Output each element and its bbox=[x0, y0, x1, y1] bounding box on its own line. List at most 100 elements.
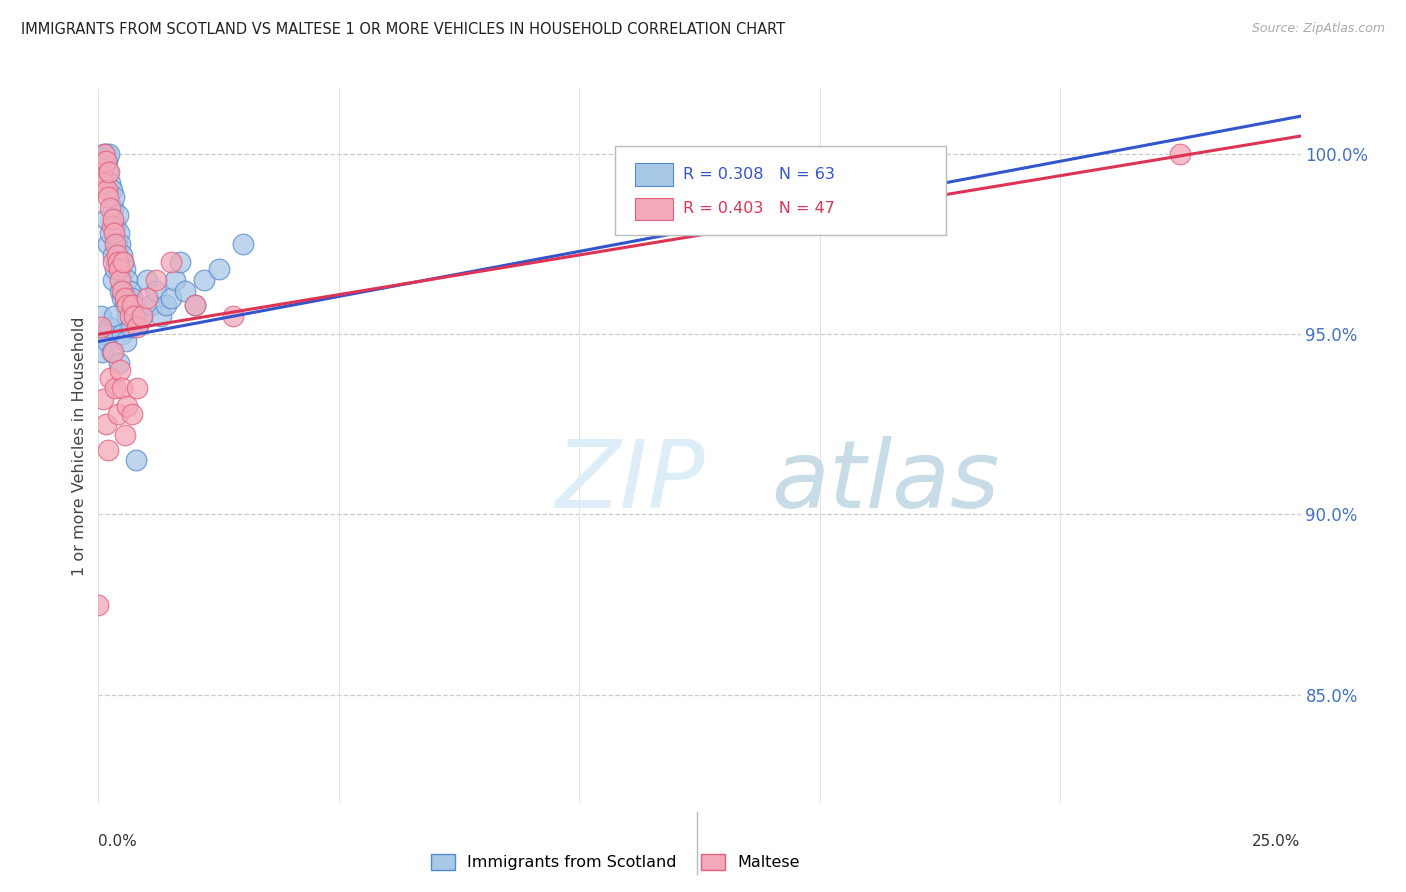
Point bbox=[125, 453, 148, 467]
Point bbox=[159, 255, 181, 269]
Text: Source: ZipAtlas.com: Source: ZipAtlas.com bbox=[1251, 22, 1385, 36]
Point bbox=[145, 273, 167, 287]
Point bbox=[101, 183, 124, 197]
Point bbox=[103, 310, 125, 324]
Point bbox=[101, 201, 124, 215]
Point bbox=[107, 262, 129, 277]
Point bbox=[105, 248, 128, 262]
Point bbox=[131, 310, 153, 324]
Point bbox=[107, 407, 129, 421]
Point bbox=[111, 248, 134, 262]
Point bbox=[114, 291, 136, 305]
Point bbox=[104, 381, 127, 395]
Point bbox=[98, 147, 121, 161]
Point bbox=[91, 165, 114, 179]
Point bbox=[96, 183, 118, 197]
Point bbox=[101, 211, 124, 226]
Point bbox=[111, 291, 134, 305]
Text: R = 0.403   N = 47: R = 0.403 N = 47 bbox=[683, 202, 835, 217]
Point bbox=[94, 154, 117, 169]
Point bbox=[114, 298, 136, 312]
Point bbox=[114, 428, 136, 442]
Point bbox=[165, 273, 187, 287]
Point bbox=[96, 154, 118, 169]
FancyBboxPatch shape bbox=[634, 163, 673, 186]
Point bbox=[94, 147, 117, 161]
Point bbox=[183, 298, 205, 312]
Point bbox=[131, 310, 153, 324]
Point bbox=[111, 284, 134, 298]
Point bbox=[104, 219, 127, 234]
Text: ZIP: ZIP bbox=[555, 436, 704, 527]
Point bbox=[117, 400, 139, 414]
Point bbox=[208, 262, 231, 277]
Point bbox=[111, 381, 134, 395]
Point bbox=[117, 298, 139, 312]
Point bbox=[97, 165, 120, 179]
Point bbox=[174, 284, 197, 298]
Point bbox=[93, 147, 115, 161]
Point bbox=[108, 284, 131, 298]
Text: IMMIGRANTS FROM SCOTLAND VS MALTESE 1 OR MORE VEHICLES IN HOUSEHOLD CORRELATION : IMMIGRANTS FROM SCOTLAND VS MALTESE 1 OR… bbox=[21, 22, 785, 37]
Point bbox=[159, 291, 181, 305]
Point bbox=[100, 201, 122, 215]
Point bbox=[104, 262, 127, 277]
Point bbox=[112, 255, 135, 269]
Point bbox=[121, 291, 143, 305]
Point bbox=[91, 154, 114, 169]
Point bbox=[94, 211, 117, 226]
Point bbox=[97, 442, 120, 457]
Y-axis label: 1 or more Vehicles in Household: 1 or more Vehicles in Household bbox=[72, 317, 87, 575]
Point bbox=[97, 190, 120, 204]
Point bbox=[135, 273, 157, 287]
Point bbox=[100, 227, 122, 241]
Point bbox=[117, 310, 139, 324]
Point bbox=[115, 334, 138, 349]
Point bbox=[101, 255, 124, 269]
Point bbox=[91, 165, 114, 179]
Point bbox=[104, 237, 127, 252]
Point bbox=[97, 237, 120, 252]
Point bbox=[90, 310, 112, 324]
Point bbox=[141, 298, 163, 312]
Point bbox=[125, 310, 148, 324]
Point bbox=[101, 219, 124, 234]
Point bbox=[193, 273, 215, 287]
Point bbox=[118, 284, 141, 298]
Point bbox=[1170, 147, 1192, 161]
Point bbox=[135, 291, 157, 305]
Point bbox=[107, 356, 129, 370]
Point bbox=[108, 273, 131, 287]
Point bbox=[90, 320, 112, 334]
Text: 0.0%: 0.0% bbox=[98, 834, 138, 849]
Point bbox=[125, 320, 148, 334]
Point bbox=[222, 310, 245, 324]
Point bbox=[124, 310, 146, 324]
FancyBboxPatch shape bbox=[634, 197, 673, 220]
Point bbox=[183, 298, 205, 312]
Point bbox=[101, 345, 124, 359]
Point bbox=[121, 407, 143, 421]
Point bbox=[94, 417, 117, 432]
Point bbox=[98, 165, 121, 179]
Point bbox=[121, 320, 143, 334]
Point bbox=[128, 317, 150, 331]
Point bbox=[96, 334, 118, 349]
Point bbox=[124, 298, 146, 312]
Point bbox=[110, 327, 132, 342]
Point bbox=[107, 255, 129, 269]
Point bbox=[107, 227, 129, 241]
Point bbox=[169, 255, 191, 269]
Point bbox=[155, 298, 177, 312]
Point bbox=[93, 327, 115, 342]
Point bbox=[93, 147, 115, 161]
Point bbox=[117, 273, 139, 287]
Text: R = 0.308   N = 63: R = 0.308 N = 63 bbox=[683, 167, 835, 182]
Point bbox=[120, 320, 142, 334]
Point bbox=[112, 255, 135, 269]
Point bbox=[100, 370, 122, 384]
Point bbox=[145, 284, 167, 298]
Point bbox=[107, 255, 129, 269]
Text: 25.0%: 25.0% bbox=[1253, 834, 1301, 849]
Point bbox=[91, 392, 114, 406]
